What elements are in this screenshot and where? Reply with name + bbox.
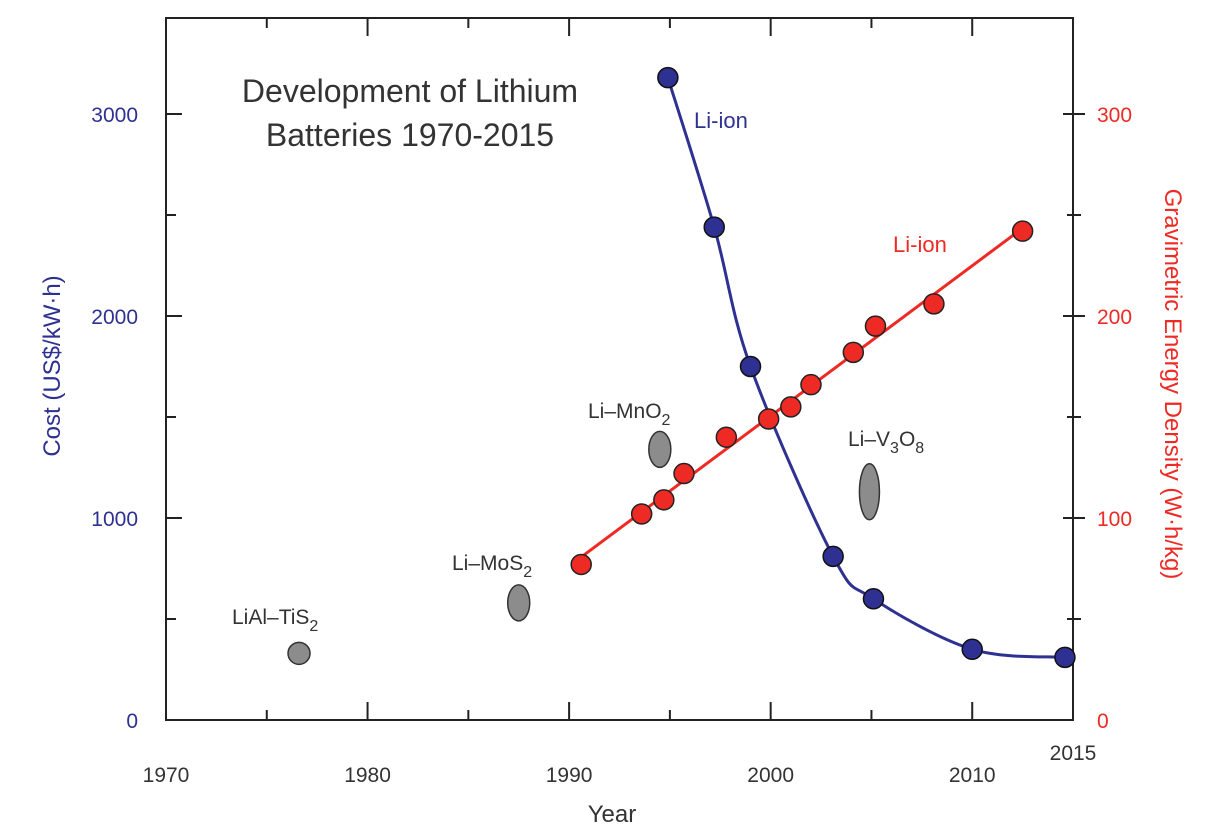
- cost-point: [657, 66, 679, 89]
- y-left-axis-title: Cost (US$/kW·h): [39, 275, 66, 456]
- chemistry-label-subscript-2: 8: [915, 440, 924, 457]
- chemistry-label-subscript: 2: [309, 618, 318, 635]
- y-right-tick-label: 100: [1097, 508, 1132, 531]
- cost-line: [666, 77, 1066, 659]
- energy-density-point: [673, 462, 695, 485]
- x-tick-label: 1980: [344, 764, 391, 787]
- energy-density-point: [800, 373, 822, 396]
- chemistry-label-main: Li–MnO: [588, 400, 662, 423]
- chemistry-label-main: Li–V: [848, 428, 890, 451]
- chemistry-label: Li–MnO2: [588, 400, 671, 429]
- energy-density-point: [653, 489, 675, 511]
- y-right-tick-label: 200: [1097, 306, 1132, 329]
- y-right-tick-label: 300: [1097, 104, 1132, 127]
- y-left-tick-label: 0: [126, 710, 138, 733]
- energy-density-point: [864, 315, 887, 337]
- cost-point: [961, 638, 983, 661]
- chemistry-marker: [858, 462, 881, 521]
- chemistry-label: Li–V3O8: [848, 428, 924, 457]
- energy-density-point: [923, 293, 945, 315]
- y-right-axis-title: Gravimetric Energy Density (W·h/kg): [1159, 189, 1186, 580]
- chemistry-marker: [506, 584, 531, 622]
- x-tick-label: 1970: [143, 764, 190, 787]
- cost-point: [703, 216, 725, 238]
- chemistry-label: LiAl–TiS2: [232, 606, 318, 635]
- chemistry-label-subscript: 2: [523, 564, 532, 581]
- energy-density-point: [715, 426, 738, 448]
- cost-point: [739, 355, 762, 378]
- chemistry-label: Li–MoS2: [452, 552, 532, 581]
- cost-point: [1054, 646, 1076, 669]
- energy-density-point: [757, 408, 780, 430]
- y-left-tick-label: 2000: [91, 306, 138, 329]
- energy-series-label: Li-ion: [893, 232, 947, 257]
- x-tick-label: 2015: [1050, 742, 1097, 765]
- cost-series-label: Li-ion: [694, 108, 748, 133]
- chemistry-label-subscript: 3: [890, 440, 899, 457]
- y-left-tick-label: 1000: [91, 508, 138, 531]
- cost-point: [822, 545, 844, 568]
- energy-density-point: [1011, 220, 1034, 242]
- cost-point: [862, 588, 885, 610]
- chart-title-line-2: Batteries 1970-2015: [266, 117, 554, 153]
- x-tick-label: 2010: [949, 764, 996, 787]
- x-tick-label: 2000: [747, 764, 794, 787]
- y-left-tick-label: 3000: [91, 104, 138, 127]
- energy-density-point: [630, 503, 653, 525]
- chemistry-label-main: Li–MoS: [452, 552, 523, 575]
- chemistry-label-subscript: 2: [662, 412, 671, 429]
- x-tick-label: 1990: [546, 764, 593, 787]
- energy-density-point: [780, 396, 802, 418]
- chemistry-label-after: O: [899, 428, 915, 451]
- energy-density-point: [842, 341, 865, 364]
- chemistry-marker: [648, 430, 672, 469]
- y-right-tick-label: 0: [1097, 710, 1109, 733]
- chart-title-line-1: Development of Lithium: [242, 73, 578, 109]
- chemistry-marker: [287, 641, 311, 666]
- x-axis-title: Year: [588, 801, 637, 828]
- chemistry-label-main: LiAl–TiS: [232, 606, 309, 629]
- energy-density-point: [570, 553, 592, 576]
- plot-frame: [165, 17, 1074, 721]
